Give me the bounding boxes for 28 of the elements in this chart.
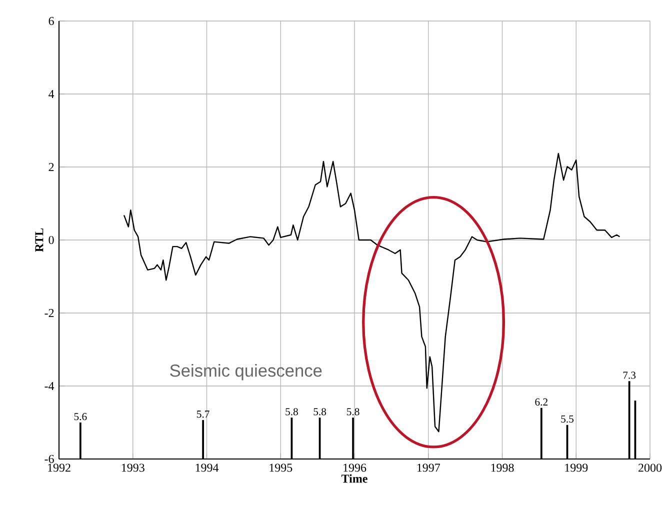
x-tick-label: 1996 (344, 464, 366, 472)
x-tick-label: 1992 (48, 464, 70, 472)
y-tick-label: -6 (44, 454, 54, 464)
y-axis-title: RTL (35, 228, 44, 252)
data-label: 5.5 (561, 416, 574, 423)
x-tick-label: 2000 (638, 464, 662, 472)
y-tick-label: 2 (48, 163, 54, 171)
x-tick-label: 1993 (122, 464, 144, 472)
y-tick-label: 0 (48, 236, 54, 244)
x-tick-label: 1995 (270, 464, 292, 472)
data-label: 5.8 (346, 408, 360, 416)
data-label: 5.6 (74, 413, 87, 420)
y-tick-label: -4 (44, 382, 54, 390)
data-label: 7.3 (623, 372, 636, 379)
data-label: 6.2 (535, 398, 548, 406)
x-axis-title: Time (341, 474, 368, 483)
annotation: Seismic quiescence (170, 364, 322, 380)
y-tick-label: 4 (48, 90, 54, 98)
x-tick-label: 1999 (565, 464, 588, 472)
data-label: 5.8 (286, 408, 298, 416)
x-tick-label: 1997 (417, 464, 440, 472)
y-tick-label: -2 (44, 309, 54, 317)
x-tick-label: 1994 (196, 464, 219, 472)
x-tick-label: 1998 (491, 464, 514, 472)
data-label: 5.8 (314, 408, 326, 416)
line-series (123, 152, 620, 432)
y-tick-label: 6 (48, 16, 54, 26)
data-label: 5.7 (197, 410, 210, 418)
